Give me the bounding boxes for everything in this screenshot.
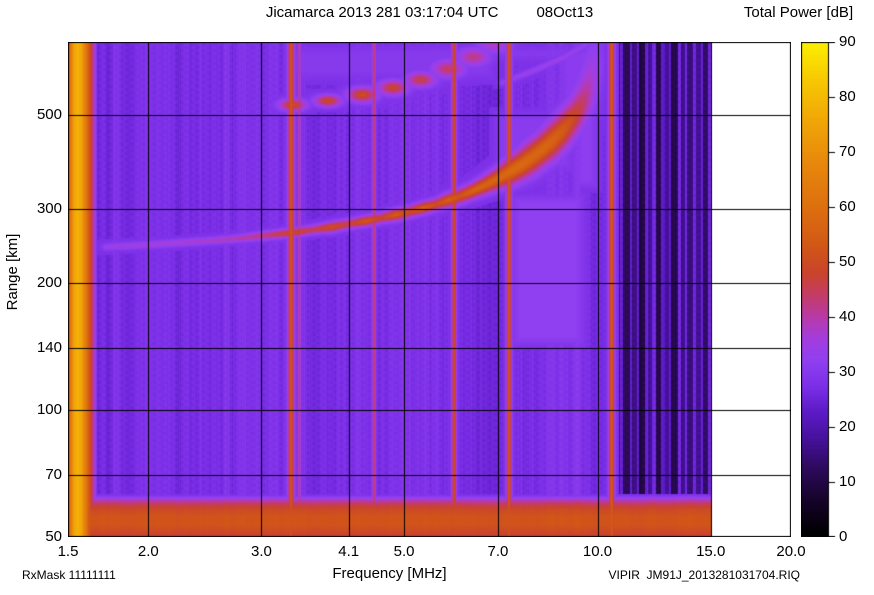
colorbar-title: Total Power [dB] <box>743 4 854 21</box>
x-tick-label: 2.0 <box>137 543 159 560</box>
colorbar <box>801 42 837 537</box>
colorbar-tick-label: 60 <box>839 198 856 215</box>
y-tick-label: 70 <box>45 466 62 484</box>
y-tick-label: 500 <box>36 106 62 124</box>
colorbar-tick-label: 40 <box>839 308 856 325</box>
y-tick-label: 50 <box>45 528 62 545</box>
y-tick-label: 200 <box>36 273 62 291</box>
x-tick-label: 5.0 <box>393 543 415 560</box>
colorbar-tick-label: 90 <box>839 33 856 50</box>
colorbar-tick-label: 0 <box>839 528 848 545</box>
x-tick-label: 15.0 <box>696 543 726 560</box>
x-tick-label: 1.5 <box>57 543 79 560</box>
colorbar-tick-label: 30 <box>839 363 856 380</box>
y-tick-label: 100 <box>36 400 62 418</box>
y-tick-label: 140 <box>36 339 62 357</box>
rxmask-label: RxMask 11111111 <box>22 568 116 582</box>
y-axis-label: Range [km] <box>4 233 21 311</box>
plot-title: Jicamarca 2013 281 03:17:04 UTC <box>265 4 499 21</box>
y-tick-label: 300 <box>36 199 62 217</box>
x-tick-label: 10.0 <box>582 543 613 560</box>
x-tick-label: 4.1 <box>338 543 360 560</box>
plot-title-row: Jicamarca 2013 281 03:17:04 UTC 08Oct13 <box>68 4 791 21</box>
colorbar-tick-label: 10 <box>839 473 856 490</box>
x-tick-label: 20.0 <box>776 543 806 560</box>
datafile-label: VIPIR JM91J_2013281031704.RIQ <box>608 568 800 582</box>
x-tick-label: 3.0 <box>251 543 272 560</box>
colorbar-tick-label: 80 <box>839 88 856 105</box>
ionogram-heatmap <box>68 42 791 537</box>
colorbar-tick-label: 50 <box>839 253 856 270</box>
x-axis-label: Frequency [MHz] <box>332 565 447 582</box>
x-tick-label: 7.0 <box>487 543 509 560</box>
colorbar-tick-label: 20 <box>839 418 856 435</box>
colorbar-tick-label: 70 <box>839 143 856 160</box>
plot-date: 08Oct13 <box>536 4 594 21</box>
